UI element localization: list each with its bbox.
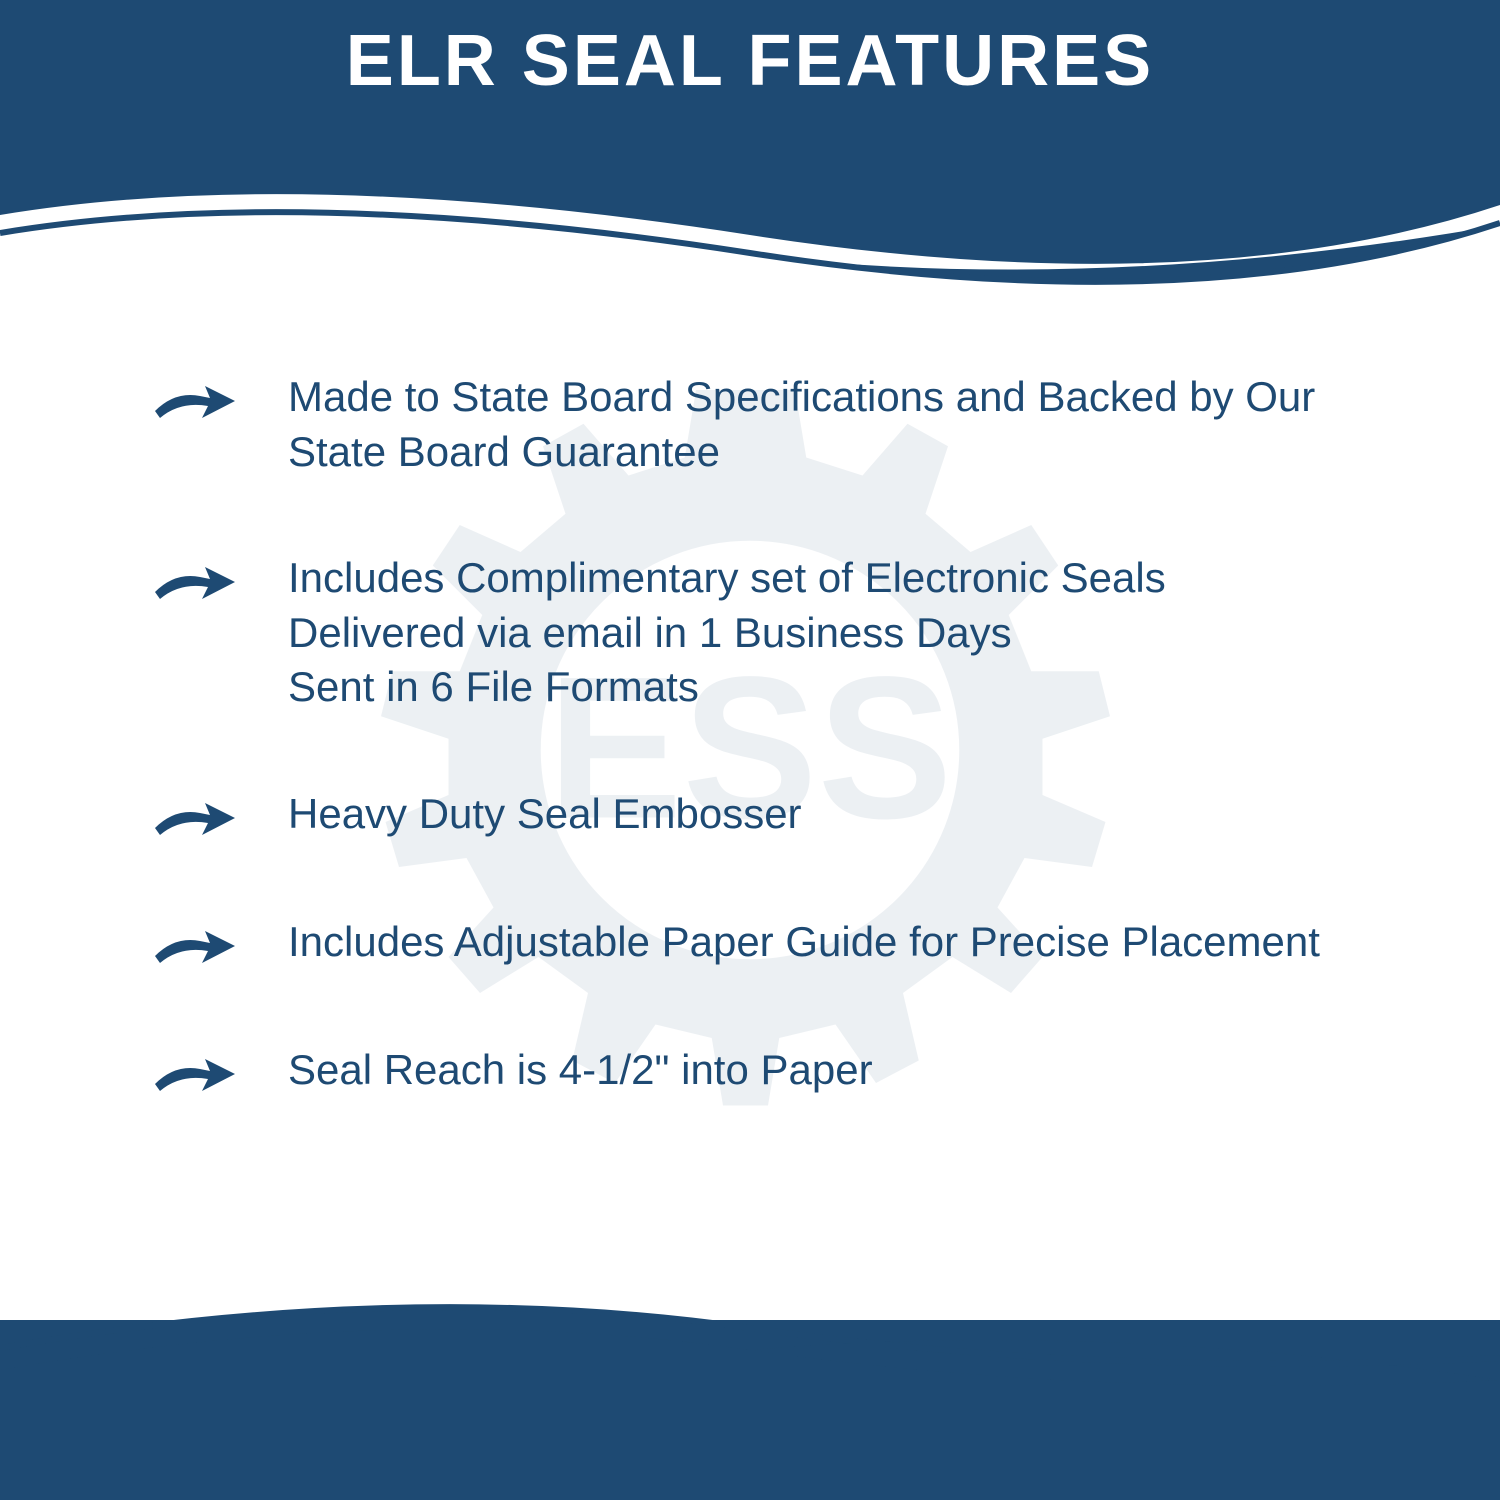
feature-text: Includes Complimentary set of Electronic… [288,551,1350,715]
bottom-wave-decoration [0,1170,1500,1420]
feature-text: Made to State Board Specifications and B… [288,370,1350,479]
feature-text: Heavy Duty Seal Embosser [288,787,802,842]
feature-text: Seal Reach is 4-1/2" into Paper [288,1043,873,1098]
infographic-container: ELR SEAL FEATURES ESS Made to State Boar… [0,0,1500,1500]
arrow-icon [150,921,240,971]
arrow-icon [150,1049,240,1099]
feature-item: Includes Adjustable Paper Guide for Prec… [150,915,1350,971]
feature-item: Made to State Board Specifications and B… [150,370,1350,479]
feature-item: Heavy Duty Seal Embosser [150,787,1350,843]
arrow-icon [150,557,240,607]
arrow-icon [150,376,240,426]
page-title: ELR SEAL FEATURES [0,20,1500,102]
feature-item: Includes Complimentary set of Electronic… [150,551,1350,715]
feature-text: Includes Adjustable Paper Guide for Prec… [288,915,1320,970]
feature-item: Seal Reach is 4-1/2" into Paper [150,1043,1350,1099]
arrow-icon [150,793,240,843]
features-list: Made to State Board Specifications and B… [150,370,1350,1171]
